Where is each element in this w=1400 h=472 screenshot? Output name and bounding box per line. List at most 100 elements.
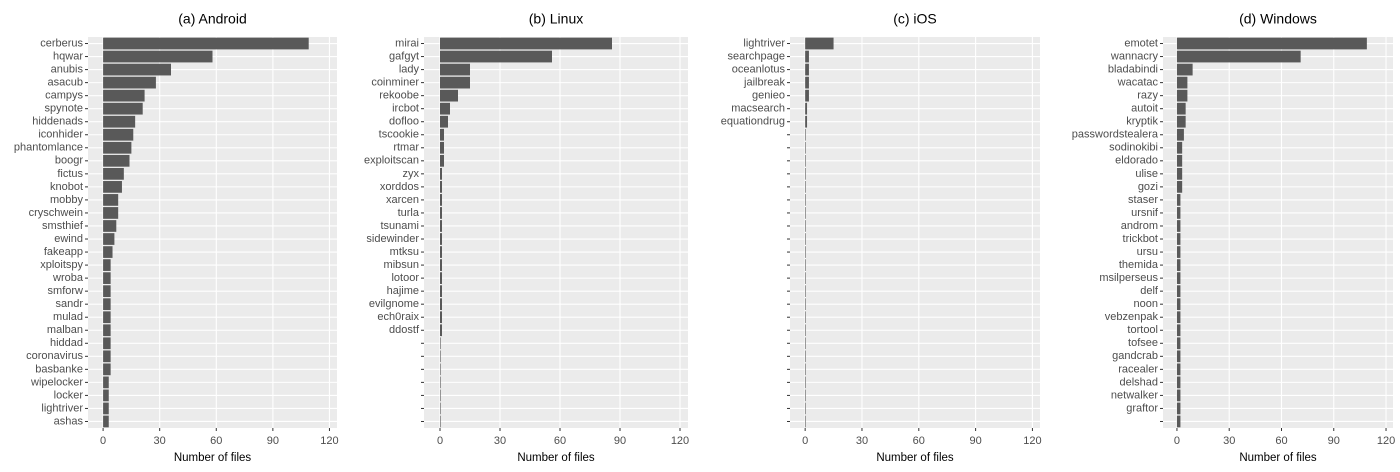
y-tick-label: spynote: [44, 103, 83, 115]
y-tick-label: mobby: [50, 194, 84, 206]
bar: [103, 207, 119, 219]
bar: [1176, 259, 1181, 271]
y-tick-label: sodinokibi: [1109, 142, 1158, 154]
y-tick-label: iconhider: [38, 129, 83, 141]
y-tick-label: delf: [1140, 285, 1159, 297]
bar: [1176, 376, 1181, 389]
y-tick-label: anubis: [51, 63, 84, 75]
bar: [103, 324, 111, 337]
bar: [805, 141, 806, 154]
bar: [805, 37, 834, 50]
panel-title: (a) Android: [178, 11, 246, 27]
y-tick-label: eldorado: [1115, 155, 1158, 167]
y-tick-label: exploitscan: [364, 155, 419, 167]
bar: [1176, 141, 1183, 154]
y-tick-label: mirai: [395, 37, 419, 49]
panel-title: (c) iOS: [893, 11, 937, 27]
y-tick-label: fictus: [57, 168, 83, 180]
x-tick-label: 90: [614, 435, 626, 447]
bar: [1176, 298, 1181, 311]
y-tick-label: wannacry: [1110, 50, 1159, 62]
bar: [805, 311, 806, 324]
y-tick-label: wacatac: [1117, 77, 1159, 89]
y-tick-label: asacub: [48, 77, 83, 89]
bar: [1176, 50, 1301, 63]
bar: [103, 63, 171, 76]
y-tick-label: netwalker: [1111, 389, 1158, 401]
y-tick-label: gozi: [1138, 181, 1158, 193]
bar: [805, 63, 809, 76]
bar: [805, 128, 806, 141]
bar: [440, 63, 470, 76]
y-tick-label: rekoobe: [379, 90, 419, 102]
panel-background: [790, 37, 1040, 428]
y-tick-label: hiddenads: [32, 116, 83, 128]
x-axis-title: Number of files: [517, 452, 595, 464]
bar: [103, 181, 122, 193]
bar: [1176, 415, 1181, 428]
bar: [103, 167, 124, 180]
y-tick-label: tscookie: [379, 129, 419, 141]
bar: [805, 415, 806, 428]
bar: [103, 128, 134, 141]
bar: [1176, 324, 1181, 337]
bar: [1176, 89, 1188, 102]
bar: [440, 311, 442, 324]
bar: [1176, 128, 1184, 141]
bar: [103, 141, 132, 154]
x-tick-label: 30: [494, 435, 506, 447]
x-tick-label: 60: [913, 435, 925, 447]
bar: [1176, 181, 1183, 193]
bar: [103, 76, 156, 89]
y-tick-label: mulad: [53, 311, 83, 323]
bar: [440, 76, 470, 89]
y-tick-label: genieo: [752, 90, 785, 102]
y-tick-label: locker: [54, 389, 84, 401]
bar: [103, 233, 115, 245]
y-tick-label: xarcen: [386, 194, 419, 206]
bar: [1176, 76, 1188, 89]
bar: [103, 285, 111, 298]
y-tick-label: staser: [1128, 194, 1158, 206]
bar: [805, 285, 806, 298]
bar: [103, 415, 109, 428]
y-tick-label: ulise: [1135, 168, 1158, 180]
bar: [103, 337, 111, 350]
y-tick-label: noon: [1134, 298, 1158, 310]
bar: [103, 246, 113, 258]
y-tick-label: wipelocker: [30, 376, 83, 388]
bar: [805, 207, 806, 219]
y-tick-label: mtksu: [390, 246, 419, 258]
bar: [440, 363, 441, 376]
bar: [805, 298, 806, 311]
bar: [1176, 37, 1367, 50]
y-tick-label: themida: [1119, 259, 1159, 271]
y-tick-label: ddostf: [389, 324, 420, 336]
x-tick-label: 120: [1377, 435, 1395, 447]
x-tick-label: 120: [320, 435, 338, 447]
y-tick-label: hqwar: [53, 50, 83, 62]
y-tick-label: knobot: [50, 181, 83, 193]
y-tick-label: cryschwein: [29, 207, 83, 219]
bar: [805, 167, 806, 180]
bar: [440, 246, 442, 258]
bar: [103, 50, 213, 63]
y-tick-label: gandcrab: [1112, 350, 1158, 362]
y-tick-label: msilperseus: [1099, 272, 1158, 284]
y-tick-label: cerberus: [40, 37, 83, 49]
bar: [440, 141, 444, 154]
bar: [1176, 285, 1181, 298]
bar: [805, 181, 806, 193]
y-tick-label: malban: [47, 324, 83, 336]
bar: [440, 285, 442, 298]
bar: [440, 259, 442, 271]
bar: [1176, 154, 1183, 167]
bar: [440, 115, 448, 128]
bar: [103, 89, 145, 102]
y-tick-label: lightriver: [743, 37, 785, 49]
x-tick-label: 60: [554, 435, 566, 447]
bar: [1176, 220, 1181, 232]
bar: [1176, 389, 1181, 402]
y-tick-label: kryptik: [1126, 116, 1158, 128]
bar: [103, 259, 111, 271]
